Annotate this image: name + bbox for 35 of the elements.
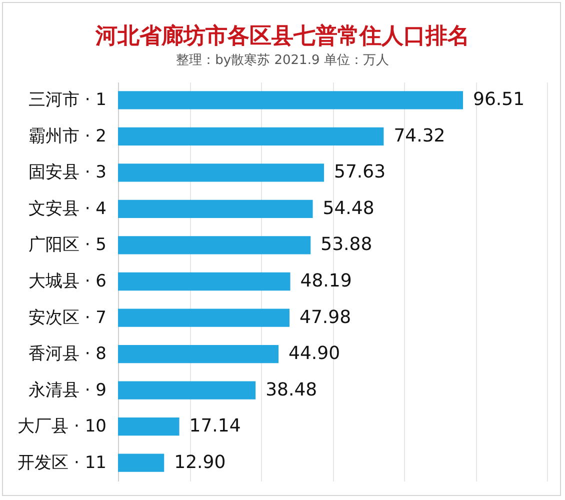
data-label: 47.98	[300, 306, 352, 328]
bar	[118, 381, 256, 400]
data-label: 57.63	[334, 162, 386, 183]
data-label: 44.90	[288, 343, 340, 364]
data-label: 12.90	[174, 452, 226, 473]
data-label: 48.19	[300, 270, 352, 292]
y-tick-label: 大厂县 · 10	[18, 416, 106, 437]
bar	[118, 200, 313, 218]
data-label: 38.48	[266, 379, 318, 400]
y-tick-label: 开发区 · 11	[18, 452, 106, 473]
bar	[118, 344, 279, 364]
bar	[118, 236, 311, 254]
y-tick-label: 霸州市 · 2	[28, 126, 106, 146]
data-label: 53.88	[320, 234, 372, 256]
y-tick-label: 广阳区 · 5	[28, 235, 106, 256]
bar	[118, 164, 324, 182]
y-tick-label: 大城县 · 6	[28, 272, 106, 292]
y-tick-label: 安次区 · 7	[28, 308, 106, 328]
data-label: 17.14	[189, 416, 241, 437]
bar	[118, 272, 290, 291]
bar	[118, 418, 180, 436]
bar	[118, 91, 464, 110]
y-tick-label: 永清县 · 9	[28, 380, 106, 400]
bar	[118, 454, 164, 472]
bar	[118, 308, 290, 327]
data-label: 54.48	[322, 198, 374, 219]
y-tick-label: 文安县 · 4	[28, 198, 106, 219]
bar	[118, 127, 384, 146]
y-tick-label: 三河市 · 1	[28, 90, 106, 110]
chart-title: 河北省廊坊市各区县七普常住人口排名	[94, 23, 470, 49]
y-tick-label: 香河县 · 8	[28, 344, 106, 364]
chart-subtitle: 整理：by散寒苏 2021.9 单位：万人	[176, 52, 389, 68]
data-label: 74.32	[394, 125, 446, 146]
y-tick-label: 固安县 · 3	[28, 162, 106, 183]
data-label: 96.51	[473, 89, 525, 110]
